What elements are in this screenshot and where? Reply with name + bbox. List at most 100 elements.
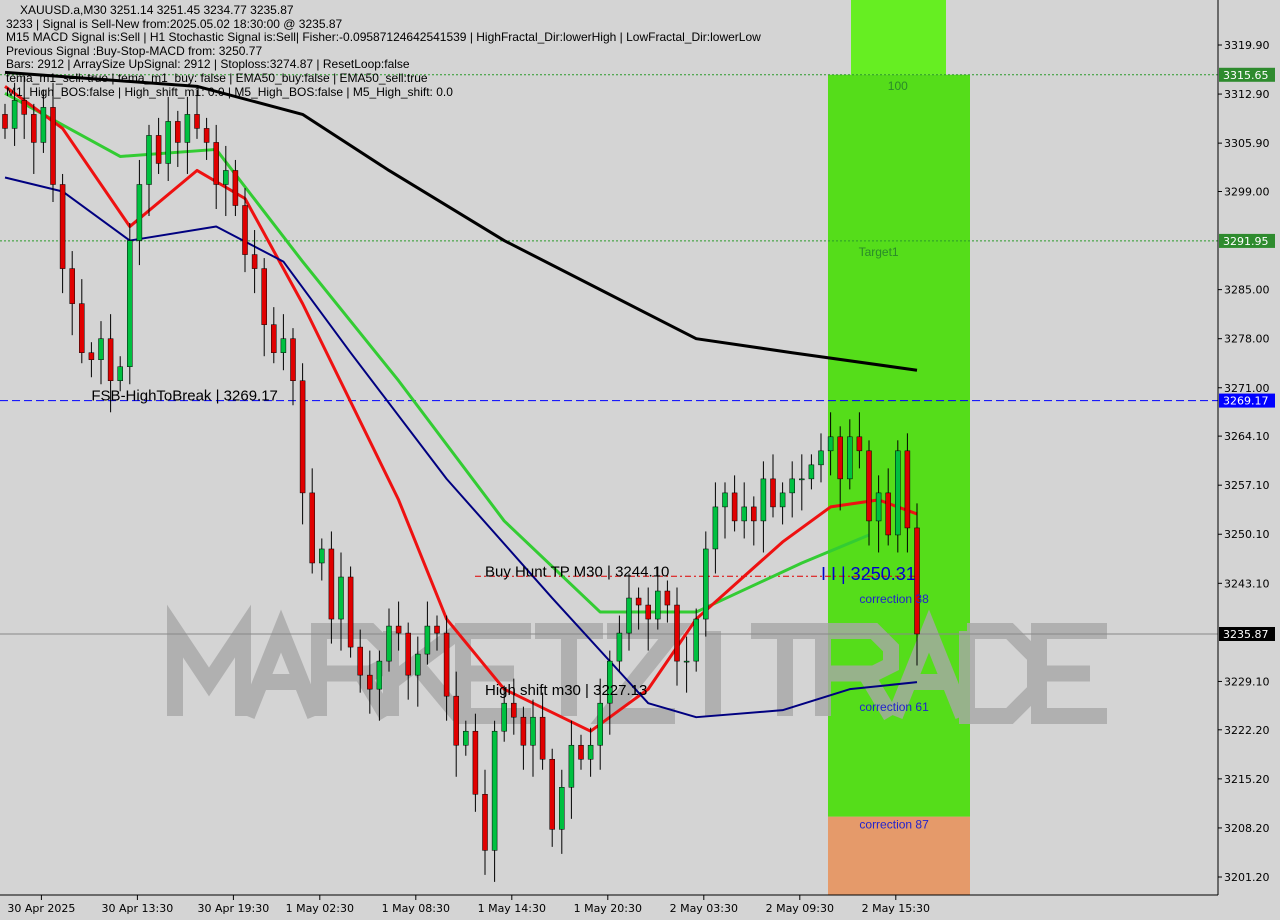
time-axis[interactable]: 30 Apr 2025 30 Apr 13:30 30 Apr 19:30 1 May… [7,895,930,915]
candle-body [405,632,411,676]
price-tick-label: 3319.90 [1224,39,1270,52]
candle-body [11,100,18,129]
candle-body [703,548,709,620]
price-level-tag-label: 3291.95 [1223,235,1269,248]
candle-body [847,436,853,480]
candle-body [539,716,546,760]
candle-body [751,506,757,522]
time-tick-label: 1 May 14:30 [478,902,546,915]
candle-body [261,268,267,325]
candle-body [184,114,191,143]
time-tick-label: 1 May 20:30 [574,902,642,915]
candle-body [895,450,901,536]
candle-body [434,625,440,634]
time-tick-label: 1 May 02:30 [286,902,354,915]
candle-body [347,576,354,648]
candle-body [530,716,536,746]
candle-body [69,268,75,304]
zone-orange [828,816,970,895]
symbol-line: XAUUSD.a,M30 3251.14 3251.45 3234.77 323… [20,3,294,17]
chart-annotation: High shift m30 | 3227.13 [485,682,647,699]
time-tick-label: 2 May 15:30 [862,902,930,915]
candle-body [472,730,479,795]
price-tick-label: 3271.00 [1224,382,1270,395]
candle-body [290,338,296,381]
candle-body [146,135,152,185]
candle-body [597,702,603,746]
candle-body [280,338,287,353]
chart-annotation: Buy Hunt TP M30 | 3244.10 [485,563,669,580]
candle-body [635,597,642,606]
candle-body [127,240,133,367]
candle-body [578,744,584,760]
price-tick-label: 3312.90 [1224,88,1270,101]
candle-body [770,478,776,508]
info-line: Bars: 2912 | ArraySize UpSignal: 2912 | … [6,57,410,72]
candle-body [482,794,488,851]
info-line: tema_m1_sell: true | tema_m1_buy: false … [6,70,428,85]
candle-body [789,478,795,494]
time-tick-label: 1 May 08:30 [382,902,450,915]
candle-body [50,107,56,185]
candle-body [251,254,258,269]
candle-body [319,548,325,564]
candle-body [779,492,786,508]
price-level-tag-label: 3269.17 [1223,395,1269,408]
candle-body [875,492,882,522]
info-line: M15 MACD Signal is:Sell | H1 Stochastic … [6,30,761,45]
candle-body [645,604,651,620]
candle-body [165,121,171,164]
candle-body [463,730,469,746]
candle-body [722,492,728,508]
candle-body [616,632,623,662]
candle-body [799,478,805,481]
candle-body [731,492,738,522]
candle-body [664,590,671,606]
price-axis[interactable]: 3319.90 3312.90 3305.90 3299.00 3285.00 3278.… [1218,39,1275,884]
price-level-tag [1219,626,1275,641]
info-line: M1_High_BOS:false | High_shift_m1: 0.0 |… [6,84,453,99]
candle-body [760,478,767,522]
time-tick-label: 2 May 09:30 [766,902,834,915]
chart-annotation: Target1 [859,245,899,259]
info-line: Previous Signal :Buy-Stop-MACD from: 325… [6,43,263,58]
price-tick-label: 3229.10 [1224,675,1270,688]
candle-body [338,576,344,620]
price-tick-label: 3215.20 [1224,773,1270,786]
chart-annotation: correction 87 [859,818,929,832]
chart-annotation: 100 [888,79,908,93]
candle-body [549,758,555,830]
price-level-tag [1219,233,1275,248]
zone-top-block [851,0,946,75]
candle-body [203,128,210,143]
candle-body [21,100,27,115]
price-tick-label: 3278.00 [1224,333,1270,346]
indicator-info-panel: XAUUSD.a,M30 3251.14 3251.45 3234.77 323… [6,3,761,99]
candle-body [194,114,200,129]
moving-average-line [4,70,918,372]
candle-body [136,184,143,241]
candle-body [155,135,162,164]
candle-body [376,660,383,690]
price-tick-label: 3257.10 [1224,479,1270,492]
candle-body [683,660,690,663]
candle-body [424,625,431,655]
candle-body [443,632,450,697]
candle-body [299,380,306,494]
price-tick-label: 3201.20 [1224,871,1270,884]
info-line: 3233 | Signal is Sell-New from:2025.05.0… [6,16,343,31]
candle-body [559,787,565,830]
time-tick-label: 30 Apr 2025 [7,902,75,915]
candle-body [357,646,363,676]
candle-body [242,205,248,255]
candle-body [511,702,517,718]
candle-body [79,303,85,353]
candle-body [117,366,123,381]
candle-body [568,744,575,788]
price-tick-label: 3299.00 [1224,185,1270,198]
candle-body [223,170,229,185]
candle-body [88,352,95,360]
candle-body [808,464,815,480]
